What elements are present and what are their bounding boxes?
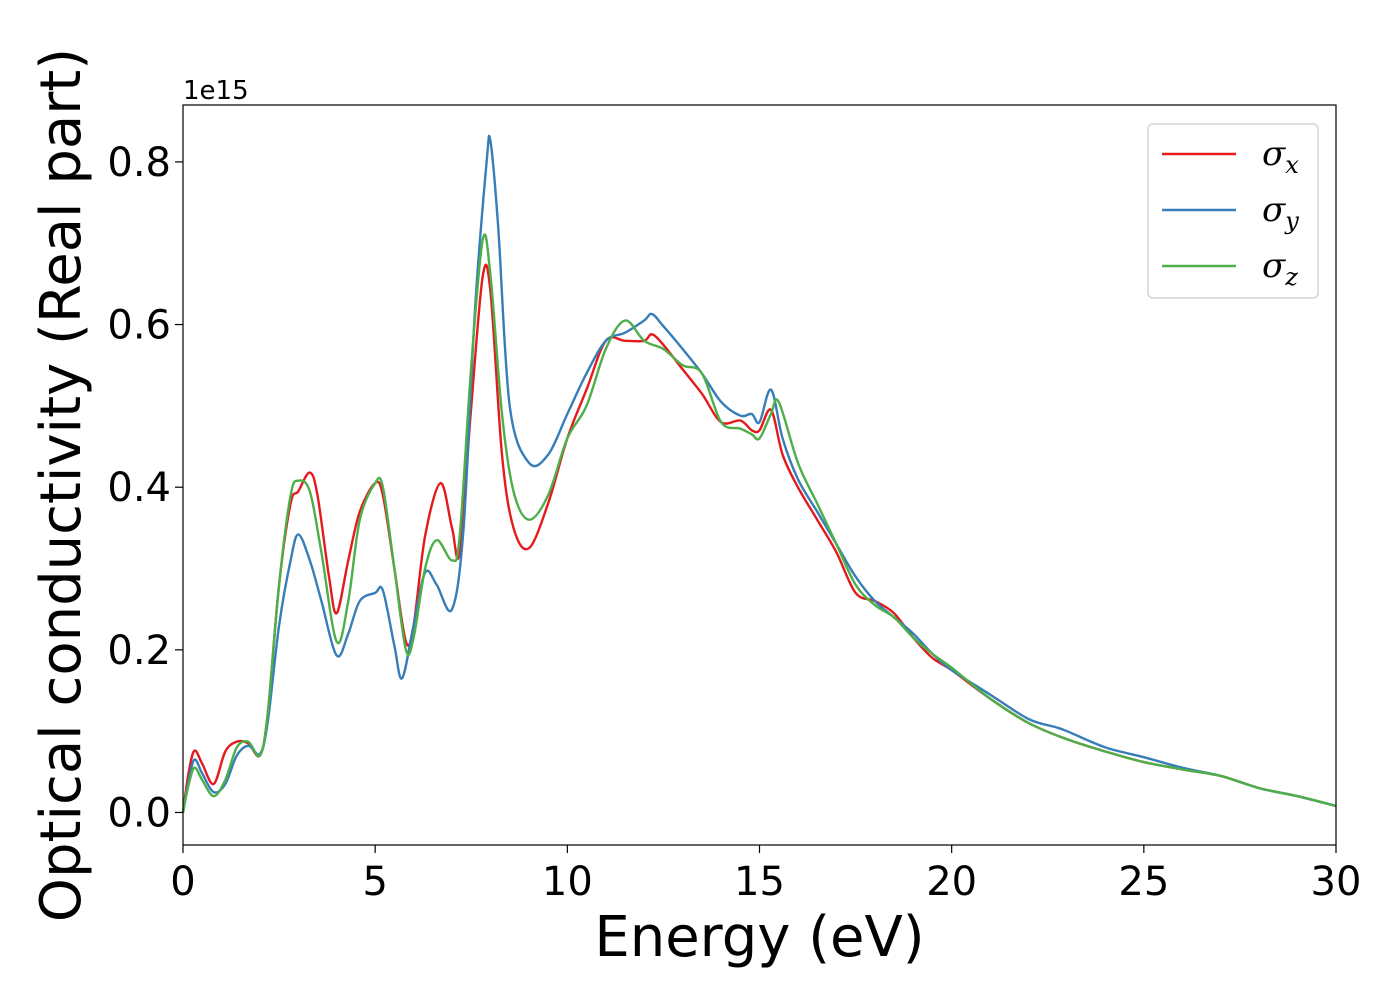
y-offset-label: 1e15 — [183, 76, 249, 106]
x-tick-label: 10 — [542, 859, 593, 905]
x-tick-label: 20 — [926, 859, 977, 905]
y-tick-label: 0.0 — [107, 790, 171, 836]
x-tick-label: 15 — [734, 859, 785, 905]
y-axis-title: Optical conductivity (Real part) — [29, 48, 94, 922]
legend-symbol: σ — [1262, 134, 1286, 174]
y-tick-label: 0.2 — [107, 628, 171, 674]
legend-subscript: z — [1284, 263, 1298, 291]
legend-label-z: σz — [1262, 246, 1298, 291]
legend-subscript: y — [1284, 207, 1299, 235]
x-tick-label: 30 — [1311, 859, 1362, 905]
x-axis: 0 5 10 15 20 25 30 — [170, 845, 1361, 905]
legend-label-x: σx — [1262, 134, 1299, 179]
x-tick-label: 0 — [170, 859, 195, 905]
x-axis-title: Energy (eV) — [594, 905, 924, 970]
x-tick-label: 25 — [1118, 859, 1169, 905]
x-tick-label: 5 — [362, 859, 387, 905]
legend-subscript: x — [1285, 151, 1299, 179]
legend-symbol: σ — [1262, 190, 1286, 230]
legend-symbol: σ — [1262, 246, 1286, 286]
legend-label-y: σy — [1262, 190, 1299, 235]
series-layer — [181, 134, 1337, 813]
y-tick-label: 0.6 — [107, 303, 171, 349]
series-line-z — [181, 233, 1337, 813]
y-tick-label: 0.8 — [107, 140, 171, 186]
y-tick-label: 0.4 — [107, 465, 171, 511]
y-axis: 0.0 0.2 0.4 0.6 0.8 — [107, 140, 183, 836]
